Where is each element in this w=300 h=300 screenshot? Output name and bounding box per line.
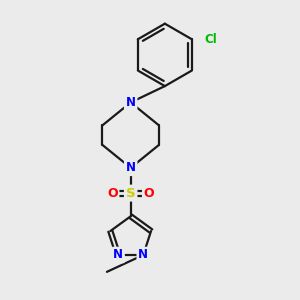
Text: O: O bbox=[144, 187, 154, 200]
Text: N: N bbox=[126, 96, 136, 109]
Text: N: N bbox=[113, 248, 123, 262]
Text: Cl: Cl bbox=[204, 33, 217, 46]
Text: O: O bbox=[107, 187, 118, 200]
Text: S: S bbox=[126, 187, 136, 200]
Text: N: N bbox=[138, 248, 148, 262]
Text: N: N bbox=[126, 161, 136, 174]
